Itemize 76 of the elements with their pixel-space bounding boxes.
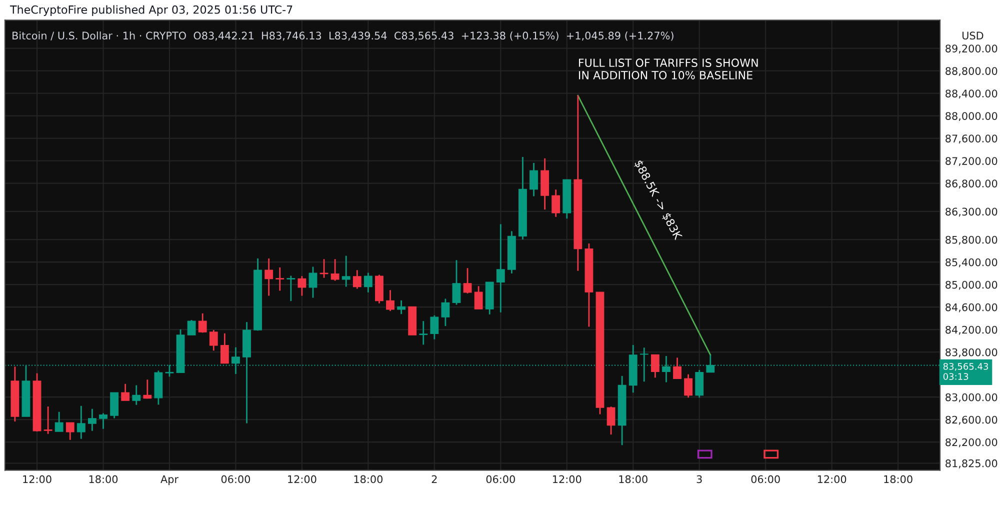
annotation: FULL LIST OF TARIFFS IS SHOWN IN ADDITION TO 10% BASELINE [579,58,758,80]
x-tick-label: 12:00 [23,475,52,484]
y-tick-label: 88,800.00 [946,67,998,76]
y-tick-label: 82,600.00 [946,416,998,425]
y-tick-label: 88,400.00 [946,90,998,99]
candlestick [650,354,660,378]
candlestick [430,314,439,340]
y-tick-label: 85,000.00 [946,280,998,290]
y-tick-label: 82,200.00 [946,438,998,448]
x-tick-label: 12:00 [818,475,846,484]
y-axis-title: USD [962,32,984,40]
y-tick-label: 85,800.00 [946,236,998,245]
x-tick-label: 3 [696,475,702,484]
x-tick-label: 06:00 [751,475,780,484]
x-tick-label: 12:00 [553,475,582,484]
y-tick-label: 81,825.00 [946,459,998,468]
candlestick [530,162,538,197]
candlestick [121,383,130,402]
candlestick [209,329,218,352]
candlestick [76,405,86,440]
y-tick-label: 86,300.00 [946,208,998,217]
candlestick [452,259,461,306]
candlestick [276,266,284,292]
candlestick [673,356,682,380]
candlestick [606,406,616,436]
candlestick [264,258,274,296]
candlestick [496,223,505,314]
x-tick-label: 18:00 [89,475,118,484]
y-tick-label: 83,000.00 [946,393,998,402]
candlestick [463,267,472,294]
x-tick-label: 06:00 [486,475,515,484]
y-tick-label: 88,000.00 [946,112,998,122]
candlestick [352,269,362,290]
candlestick [54,411,64,432]
x-tick-label: 12:00 [288,475,316,484]
x-tick-label: 06:00 [221,475,250,484]
candlestick [552,188,560,218]
ref-line-label: 83,565.43 03:13 [943,362,988,380]
y-tick-label: 86,800.00 [946,180,998,189]
y-tick-label: 84,600.00 [946,303,998,312]
candlestick [308,266,318,298]
y-tick-label: 84,200.00 [946,326,998,335]
candlestick [298,275,306,296]
y-tick-label: 85,400.00 [946,258,998,268]
y-tick-label: 89,200.00 [946,44,998,54]
x-tick-label: 18:00 [354,475,382,484]
x-tick-label: 18:00 [619,475,648,484]
candlestick [419,320,428,346]
text: TheCryptoFire published Apr 03, 2025 01:56 UTC-7 [10,5,292,16]
candlestick [474,285,483,310]
x-tick-label: Apr [160,475,178,486]
candlestick [220,332,229,364]
candlestick [342,255,350,288]
y-tick-label: 83,800.00 [946,348,998,358]
candlestick [198,312,207,334]
candlestick [364,272,372,294]
candlestick [132,384,141,406]
candlestick [66,422,74,441]
candlestick [386,289,394,312]
y-tick-label: 87,600.00 [946,134,998,144]
candlestick [441,298,450,327]
candlestick [397,300,406,315]
candlestick [695,369,704,398]
candlestick [88,408,96,432]
candlestick [187,319,196,336]
candlestick [684,374,693,398]
text: Bitcoin / U.S. Dollar · 1h · CRYPTO O83,442.21 H83,746.13 L83,439.54 C83,565.43 +123.38 (+0.15%) +1,045.89 (+1.27%) [12,31,674,41]
candlestick [99,412,108,430]
candlestick [44,406,52,435]
candlestick [143,378,152,400]
x-tick-label: 2 [432,475,437,483]
y-tick-label: 87,200.00 [946,157,998,166]
candlestick [286,275,296,302]
x-tick-label: 18:00 [884,475,912,484]
candlestick [330,258,340,282]
candlestick [110,392,118,419]
